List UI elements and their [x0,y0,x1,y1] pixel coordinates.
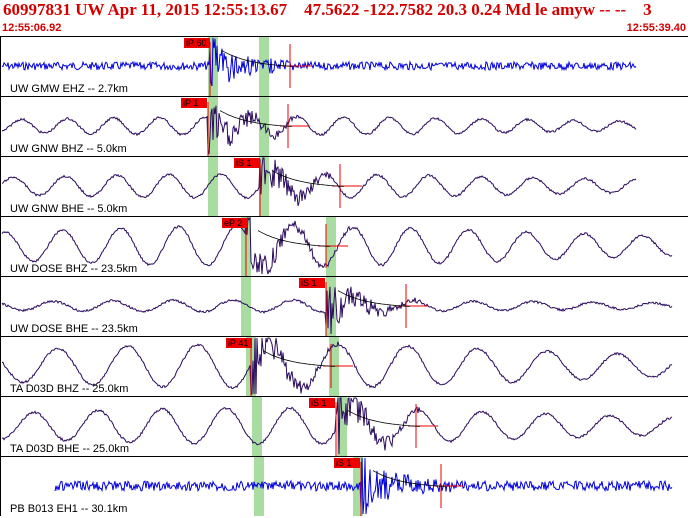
trace-panel[interactable]: iS 1 UW GNW BHE -- 5.0km [0,156,688,216]
coda-decay-curve [372,470,446,487]
coda-decay-curve [271,170,345,187]
station-label: PB B013 EH1 -- 30.1km [10,503,127,515]
trace-panel[interactable]: iS 1 UW DOSE BHE -- 23.5km [0,276,688,336]
start-time-label: 12:55:06.92 [2,22,62,34]
waveform-trace [1,397,673,455]
pick-window-highlight [259,157,269,216]
pick-label[interactable]: iP 41 [228,338,248,348]
pick-window-highlight [254,457,264,516]
pick-label-box[interactable] [226,338,252,348]
event-title: 60997831 UW Apr 11, 2015 12:55:13.67 47.… [3,0,652,19]
waveform-trace [54,457,673,515]
pick-label[interactable]: iS 1 [336,458,352,468]
waveform-trace [1,216,673,275]
pick-label[interactable]: iS 1 [311,398,327,408]
waveform-trace [1,337,673,395]
pick-window-highlight [241,277,251,336]
trace-panel[interactable]: eP 2 UW DOSE BHZ -- 23.5km [0,216,688,276]
trace-panel[interactable]: iP 41 TA D03D BHZ -- 25.0km [0,336,688,396]
pick-label-box[interactable] [184,38,210,48]
trace-panel[interactable]: iP 1 UW GNW BHZ -- 5.0km [0,96,688,156]
coda-decay-curve [257,230,331,247]
pick-label[interactable]: eP 2 [224,218,242,228]
seismogram-plot[interactable]: iP 60 UW GMW EHZ -- 2.7km iP 1 UW GNW BHZ -… [0,36,688,518]
pick-window-highlight [252,397,262,456]
pick-label-box[interactable] [334,458,360,468]
coda-decay-curve [219,110,293,127]
trace-panel[interactable]: iS 1 TA D03D BHE -- 25.0km [0,396,688,456]
coda-decay-curve [221,50,295,67]
pick-window-highlight [259,97,269,156]
pick-label-box[interactable] [234,158,260,168]
pick-window-highlight [337,397,347,456]
station-label: UW GNW BHE -- 5.0km [10,203,127,215]
pick-label-box[interactable] [299,278,325,288]
pick-label-box[interactable] [222,218,248,228]
pick-window-highlight [353,457,363,516]
coda-decay-curve [337,290,411,307]
station-label: UW GMW EHZ -- 2.7km [10,83,128,95]
station-label: TA D03D BHZ -- 25.0km [10,383,128,395]
pick-label[interactable]: iP 60 [186,38,206,48]
pick-label[interactable]: iS 1 [301,278,317,288]
station-label: UW DOSE BHE -- 23.5km [10,323,138,335]
coda-decay-curve [262,350,336,367]
end-time-label: 12:55:39.40 [626,22,686,34]
waveform-trace [1,157,637,206]
pick-window-highlight [326,277,336,336]
pick-label-box[interactable] [181,98,207,108]
pick-window-highlight [208,157,218,216]
station-label: UW DOSE BHZ -- 23.5km [10,263,137,275]
pick-label[interactable]: iP 1 [183,98,198,108]
station-label: UW GNW BHZ -- 5.0km [10,143,127,155]
waveform-trace [1,105,637,155]
pick-label-box[interactable] [309,398,335,408]
pick-window-highlight [259,37,269,96]
pick-label[interactable]: iS 1 [236,158,252,168]
event-header: 60997831 UW Apr 11, 2015 12:55:13.67 47.… [0,0,688,36]
waveform-trace [1,286,673,335]
trace-panel[interactable]: iP 60 UW GMW EHZ -- 2.7km [0,36,688,96]
pick-window-highlight [208,37,218,96]
coda-decay-curve [347,410,421,427]
station-label: TA D03D BHE -- 25.0km [10,443,129,455]
trace-panel[interactable]: iS 1 PB B013 EH1 -- 30.1km [0,456,688,516]
waveform-trace [1,37,637,87]
